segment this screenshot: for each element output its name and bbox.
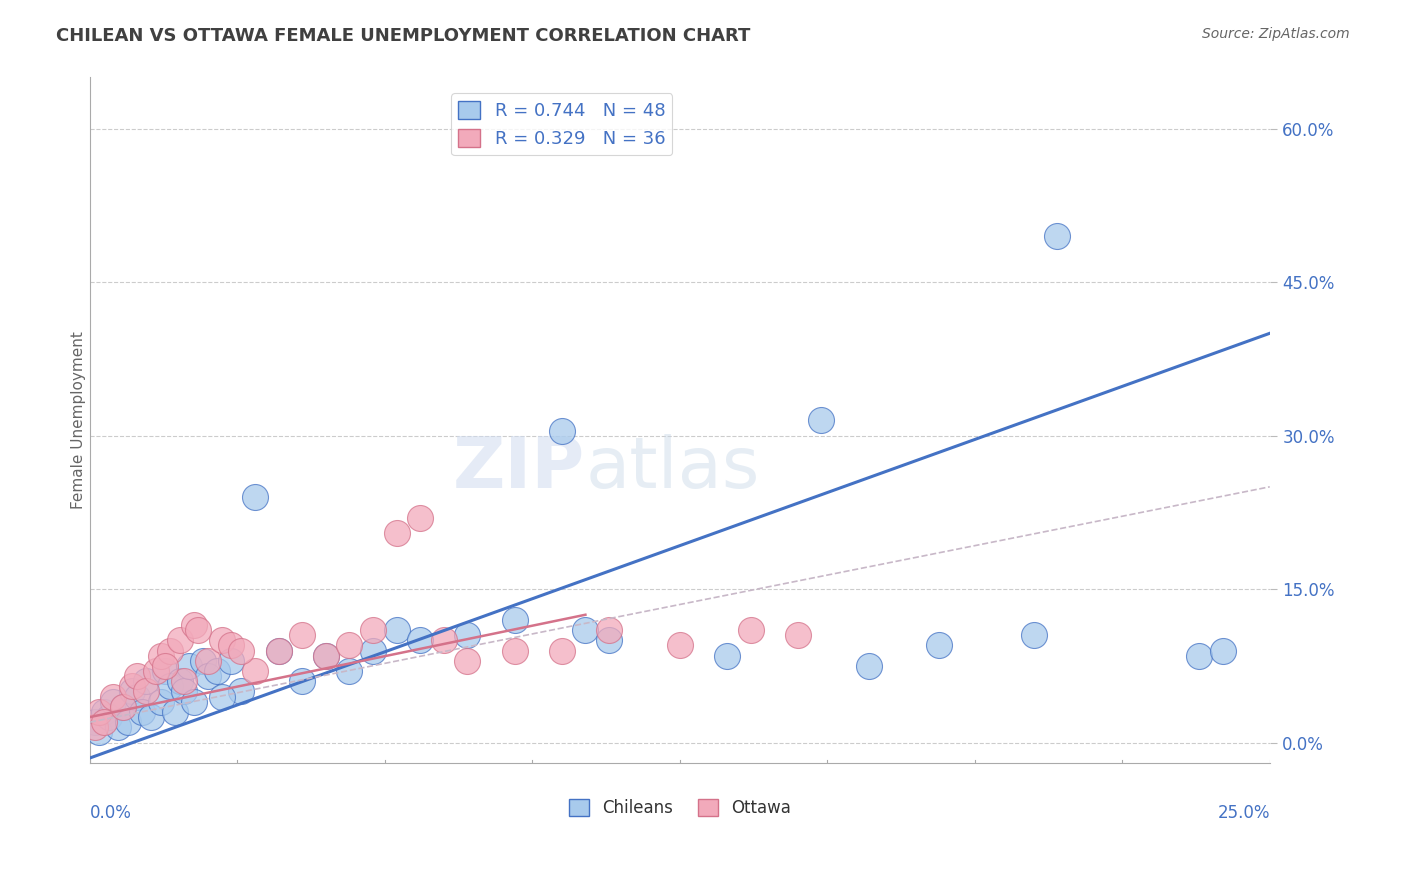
Point <box>229 684 252 698</box>
Point <box>810 413 832 427</box>
Point <box>211 690 233 704</box>
Point <box>107 720 129 734</box>
Point <box>155 659 177 673</box>
Point <box>315 648 337 663</box>
Point <box>125 669 148 683</box>
Point <box>149 695 172 709</box>
Point <box>858 659 880 673</box>
Point <box>145 664 167 678</box>
Point <box>103 695 125 709</box>
Point <box>409 510 432 524</box>
Point <box>93 705 115 719</box>
Point <box>173 684 195 698</box>
Point <box>267 643 290 657</box>
Point <box>159 643 181 657</box>
Point <box>169 674 191 689</box>
Point <box>93 715 115 730</box>
Point <box>551 643 574 657</box>
Point <box>409 633 432 648</box>
Point <box>197 654 219 668</box>
Point <box>716 648 738 663</box>
Text: atlas: atlas <box>585 434 759 503</box>
Point <box>503 613 526 627</box>
Point <box>197 669 219 683</box>
Point <box>598 623 620 637</box>
Text: Source: ZipAtlas.com: Source: ZipAtlas.com <box>1202 27 1350 41</box>
Point <box>786 628 808 642</box>
Point <box>169 633 191 648</box>
Point <box>385 623 408 637</box>
Point <box>339 639 361 653</box>
Point <box>121 679 143 693</box>
Point <box>173 674 195 689</box>
Point <box>221 654 243 668</box>
Point <box>111 699 134 714</box>
Point <box>177 659 200 673</box>
Point <box>207 664 229 678</box>
Point <box>117 715 139 730</box>
Point <box>551 424 574 438</box>
Point <box>928 639 950 653</box>
Point <box>291 628 314 642</box>
Point <box>121 684 143 698</box>
Point <box>291 674 314 689</box>
Point <box>135 684 157 698</box>
Point <box>155 664 177 678</box>
Y-axis label: Female Unemployment: Female Unemployment <box>72 331 86 509</box>
Point <box>97 710 120 724</box>
Point <box>243 490 266 504</box>
Point <box>243 664 266 678</box>
Point <box>740 623 762 637</box>
Legend: Chileans, Ottawa: Chileans, Ottawa <box>562 792 797 823</box>
Point <box>89 725 111 739</box>
Point <box>83 720 105 734</box>
Point <box>183 618 205 632</box>
Point <box>221 639 243 653</box>
Text: ZIP: ZIP <box>453 434 585 503</box>
Point <box>163 705 186 719</box>
Text: 0.0%: 0.0% <box>90 805 132 822</box>
Point <box>89 705 111 719</box>
Point <box>159 679 181 693</box>
Point <box>187 623 209 637</box>
Point <box>83 715 105 730</box>
Text: 25.0%: 25.0% <box>1218 805 1270 822</box>
Point <box>433 633 456 648</box>
Point <box>1022 628 1045 642</box>
Point <box>149 648 172 663</box>
Point <box>361 643 384 657</box>
Point <box>503 643 526 657</box>
Point <box>456 628 478 642</box>
Point <box>131 705 153 719</box>
Point <box>103 690 125 704</box>
Point <box>456 654 478 668</box>
Point <box>111 699 134 714</box>
Text: CHILEAN VS OTTAWA FEMALE UNEMPLOYMENT CORRELATION CHART: CHILEAN VS OTTAWA FEMALE UNEMPLOYMENT CO… <box>56 27 751 45</box>
Point <box>141 710 163 724</box>
Point <box>339 664 361 678</box>
Point <box>183 695 205 709</box>
Point <box>574 623 596 637</box>
Point <box>361 623 384 637</box>
Point <box>1212 643 1234 657</box>
Point <box>1046 229 1069 244</box>
Point <box>669 639 692 653</box>
Point <box>211 633 233 648</box>
Point <box>385 525 408 540</box>
Point <box>267 643 290 657</box>
Point <box>598 633 620 648</box>
Point <box>135 674 157 689</box>
Point <box>125 690 148 704</box>
Point <box>1188 648 1211 663</box>
Point <box>191 654 214 668</box>
Point <box>229 643 252 657</box>
Point <box>315 648 337 663</box>
